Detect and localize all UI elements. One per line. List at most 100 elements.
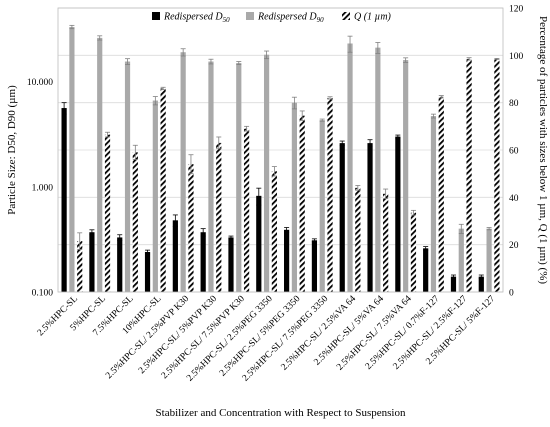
d90-bar [236, 63, 242, 293]
error-bar [105, 131, 111, 138]
d90-bar [430, 116, 437, 293]
q1um-bar [355, 187, 361, 292]
d50-bar [89, 232, 95, 292]
legend-label: Redispersed D90 [257, 12, 324, 25]
error-bar [271, 166, 277, 177]
d90-bar [97, 37, 103, 293]
error-bar [208, 58, 214, 65]
right-axis-ticks: 0 20 40 60 80 100 120 [509, 5, 524, 299]
d50-bar [339, 143, 345, 292]
error-bars [61, 24, 500, 279]
d90-bar [208, 61, 214, 292]
error-bar [375, 42, 381, 54]
error-bar [458, 223, 464, 234]
d50-bar [172, 220, 178, 292]
error-bar [69, 24, 75, 30]
error-bar [291, 96, 297, 110]
error-bar [77, 232, 83, 250]
d50-bar [117, 237, 123, 292]
d90-bar [403, 60, 409, 292]
error-bar [61, 102, 67, 115]
error-bar [494, 58, 500, 60]
left-axis-title: Particle Size: D50, D90 (µm) [6, 85, 18, 215]
error-bar [299, 110, 305, 121]
d50-bar [423, 248, 429, 292]
d50-bar [367, 143, 373, 292]
error-bar [438, 95, 444, 99]
error-bar [410, 209, 416, 216]
d90-bar [458, 228, 464, 292]
left-axis-ticks: 0.100 1.000 10.000 [27, 78, 53, 298]
error-bar [160, 86, 166, 91]
left-tick-label: 0.100 [32, 289, 54, 299]
error-bar [450, 274, 456, 279]
d50-bar [478, 276, 484, 292]
error-bar [216, 136, 222, 150]
d50-bar [395, 136, 401, 292]
d50-bar [144, 251, 151, 292]
error-bar [319, 118, 325, 122]
axis-titles: Stabilizer and Concentration with Respec… [6, 16, 549, 419]
left-tick-label: 1.000 [32, 183, 54, 193]
d50-bar [228, 237, 234, 292]
error-bar [228, 235, 234, 240]
d50-bar [450, 276, 457, 292]
d90-bar [69, 26, 75, 292]
error-bar [236, 61, 242, 65]
error-bar [256, 187, 262, 206]
right-axis-title: Percentage of particles with sizes below… [537, 16, 549, 284]
d50-bar [256, 195, 262, 292]
q1um-bar [160, 88, 166, 292]
d50-bar [61, 108, 67, 292]
error-bar [188, 154, 194, 175]
d90-bar [291, 102, 298, 292]
gridlines [58, 7, 503, 293]
legend-swatch [246, 12, 254, 20]
right-tick-label: 20 [509, 241, 519, 251]
right-tick-label: 60 [509, 147, 519, 157]
error-bar [403, 57, 409, 63]
d50-bar [200, 232, 206, 292]
d90-bar [263, 54, 270, 292]
d90-bar [486, 228, 492, 292]
error-bar [466, 57, 472, 61]
legend: Redispersed D50 Redispersed D90 Q (1 µm) [152, 12, 392, 25]
q1um-bar [327, 97, 333, 292]
error-bar [132, 144, 138, 160]
q1um-bar [410, 212, 417, 292]
legend-swatch [152, 12, 160, 20]
d90-bar [124, 61, 131, 292]
d90-bar [319, 120, 325, 292]
right-tick-label: 0 [509, 289, 514, 299]
error-bar [97, 35, 103, 41]
d90-bar [180, 52, 186, 292]
d90-bar [347, 43, 353, 292]
q1um-bar [494, 58, 500, 293]
error-bar [117, 234, 123, 241]
error-bar [264, 50, 270, 60]
q1um-bar [438, 96, 444, 292]
q1um-bar [216, 142, 222, 292]
q1um-bar [299, 115, 305, 292]
error-bar [89, 229, 95, 236]
error-bar [478, 274, 484, 279]
d50-bar [284, 229, 290, 292]
q1um-bar [243, 128, 250, 292]
q1um-bar [104, 134, 111, 292]
q1um-bar [132, 152, 138, 292]
legend-swatch [342, 12, 350, 20]
q1um-bar [271, 171, 277, 292]
legend-label: Q (1 µm) [354, 12, 392, 23]
x-axis-title: Stabilizer and Concentration with Respec… [156, 407, 406, 419]
error-bar [200, 228, 206, 237]
error-bar [486, 227, 492, 231]
legend-label: Redispersed D50 [163, 12, 230, 25]
error-bar [327, 96, 333, 100]
error-bar [152, 96, 158, 106]
error-bar [339, 140, 345, 146]
error-bar [395, 134, 401, 139]
error-bar [180, 48, 186, 57]
q1um-bar [77, 241, 83, 292]
left-tick-label: 10.000 [27, 78, 53, 88]
